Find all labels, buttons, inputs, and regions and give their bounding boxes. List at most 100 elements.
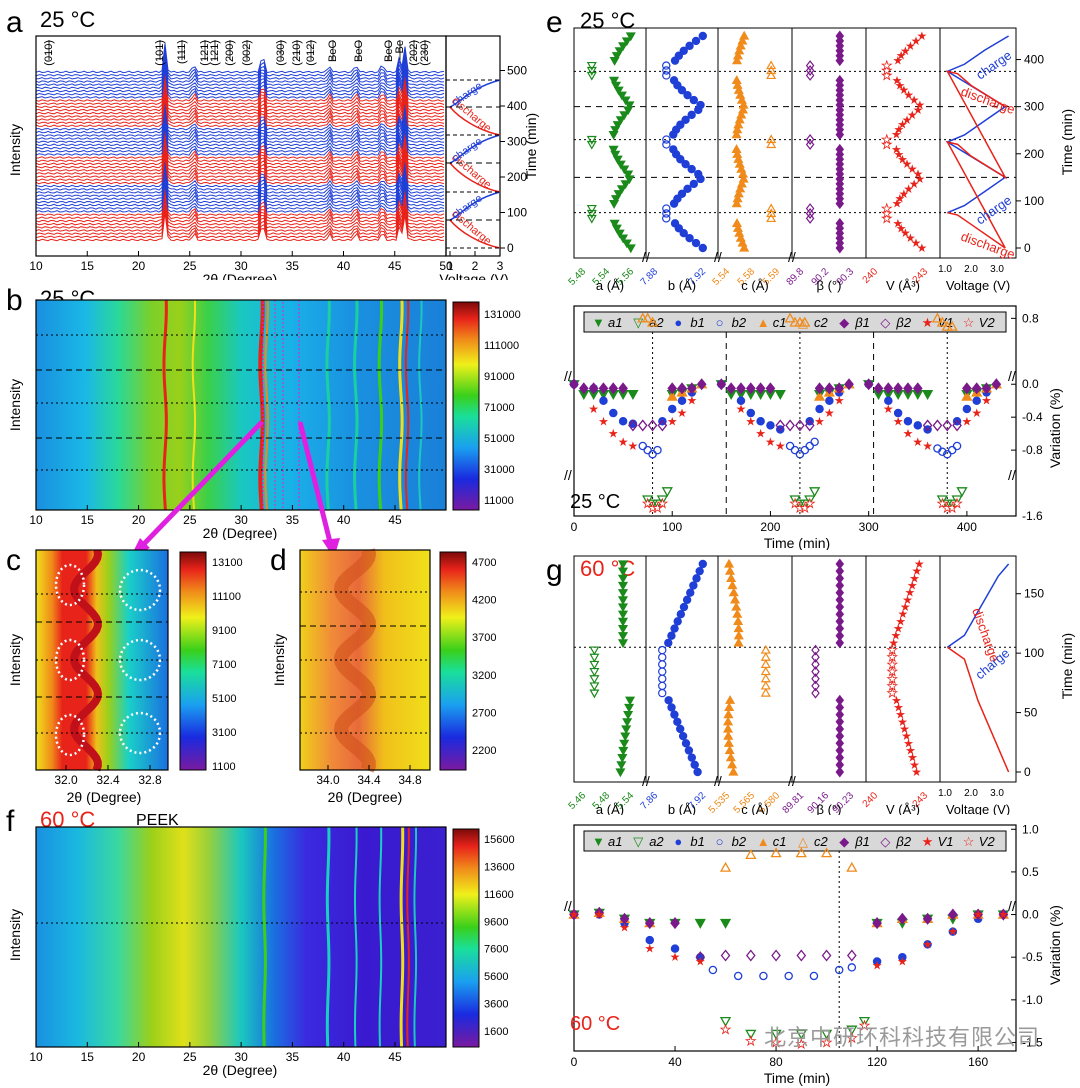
panel-e-timelabel: Time (min) xyxy=(1059,109,1075,175)
c-marker xyxy=(737,104,749,114)
x-tick-label: 0 xyxy=(571,1055,578,1069)
diffraction-band xyxy=(378,826,383,1048)
a-marker xyxy=(656,495,669,506)
beta-marker xyxy=(835,580,845,591)
beta-marker xyxy=(657,419,668,432)
V-marker: ★ xyxy=(887,657,898,671)
panel-d-xlabel: 2θ (Degree) xyxy=(328,789,403,805)
colorbar-b xyxy=(452,301,480,511)
a-marker xyxy=(719,1017,732,1027)
col-label: β (°) xyxy=(817,278,842,293)
f-cbar-label: 5600 xyxy=(484,971,508,983)
beta-marker xyxy=(903,382,913,395)
legend-symbol: ◆ xyxy=(839,315,849,330)
b-marker xyxy=(689,179,699,189)
watermark: 北京中研环科科技有限公司 xyxy=(763,1026,1040,1051)
beta-marker xyxy=(835,630,845,642)
axis-break: // xyxy=(714,773,722,789)
c-marker xyxy=(820,847,833,858)
xrd-pattern xyxy=(35,201,445,232)
a-marker xyxy=(614,47,625,57)
a-marker xyxy=(627,389,639,400)
beta-marker xyxy=(835,30,845,42)
xrd-pattern xyxy=(35,81,445,112)
heatmap-f xyxy=(36,827,446,1047)
beta-marker xyxy=(981,382,992,395)
panel-label-c: c xyxy=(6,544,21,577)
axis-break: // xyxy=(1008,368,1016,384)
a-marker xyxy=(617,589,629,598)
legend-symbol: ● xyxy=(674,834,682,849)
colorbar-c xyxy=(179,551,207,771)
column-frame xyxy=(573,555,647,783)
xrd-pattern xyxy=(35,193,445,223)
xrd-pattern xyxy=(35,196,445,226)
c-marker xyxy=(734,227,745,237)
V-marker: ★ xyxy=(907,579,918,593)
b-marker xyxy=(893,408,903,418)
beta-marker xyxy=(991,378,1002,391)
legend-symbol: ◇ xyxy=(880,315,890,330)
xrd-pattern xyxy=(35,50,445,80)
legend-label: a2 xyxy=(649,834,664,849)
f-x-tick-label: 20 xyxy=(132,1050,146,1064)
b-marker xyxy=(698,243,707,253)
beta-marker xyxy=(835,601,845,613)
beta-marker xyxy=(775,419,786,432)
c-marker xyxy=(732,80,743,89)
legend-symbol: ◆ xyxy=(839,834,849,849)
xrd-pattern xyxy=(35,152,445,181)
axis-break: // xyxy=(788,249,796,265)
beta-marker xyxy=(765,382,776,395)
panel-d-ylabel: Intensity xyxy=(271,634,287,686)
c-marker xyxy=(799,316,811,327)
legend-symbol: ○ xyxy=(716,834,724,849)
V-marker: ★ xyxy=(881,202,892,216)
a-x-tick-label: 50 xyxy=(439,259,453,273)
V-marker: ★ xyxy=(971,406,982,420)
b-marker xyxy=(682,595,692,605)
a-time-tick-label: 0 xyxy=(507,241,514,255)
axis-break: // xyxy=(714,249,722,265)
xrd-pattern xyxy=(35,155,445,185)
axis-break: // xyxy=(1008,467,1016,483)
beta-marker xyxy=(835,565,845,577)
xrd-pattern xyxy=(35,88,445,118)
b-x-tick-label: 40 xyxy=(337,513,351,527)
b-marker xyxy=(662,209,671,218)
b-marker xyxy=(805,441,814,451)
d-cbar-label: 2200 xyxy=(472,745,496,757)
panel-label-b: b xyxy=(6,284,23,317)
V-marker: ★ xyxy=(895,614,906,628)
beta-marker xyxy=(588,382,599,395)
b-marker xyxy=(962,404,972,414)
b-marker xyxy=(687,164,696,174)
V-marker: ★ xyxy=(891,128,902,142)
d-cbar-label: 3700 xyxy=(472,632,496,644)
charge-label: charge xyxy=(973,47,1014,82)
c-marker xyxy=(731,601,742,611)
b-marker xyxy=(679,602,689,612)
c-marker xyxy=(731,144,742,153)
c-marker xyxy=(730,594,741,604)
a-marker xyxy=(624,101,635,111)
V-marker: ★ xyxy=(909,758,920,772)
b-marker xyxy=(847,963,857,972)
panel-c-ylabel: Intensity xyxy=(7,634,23,686)
V-marker: ★ xyxy=(947,925,958,939)
c-marker xyxy=(737,168,749,178)
y-tick-label: -1.0 xyxy=(1022,993,1043,1007)
c-marker xyxy=(737,237,748,247)
V-marker: ★ xyxy=(628,439,639,453)
col-label: β (°) xyxy=(817,802,842,815)
V-marker: ★ xyxy=(834,394,845,408)
b-marker xyxy=(677,189,687,198)
V-marker: ★ xyxy=(947,501,958,515)
V-marker: ★ xyxy=(893,147,904,161)
b-marker xyxy=(708,965,718,975)
a-time-tick-label: 100 xyxy=(507,206,527,220)
panel-g-timelabel: Time (min) xyxy=(1059,633,1075,699)
c-marker xyxy=(723,730,734,740)
panel-f-ylabel: Intensity xyxy=(7,909,23,961)
c-marker xyxy=(766,139,777,149)
